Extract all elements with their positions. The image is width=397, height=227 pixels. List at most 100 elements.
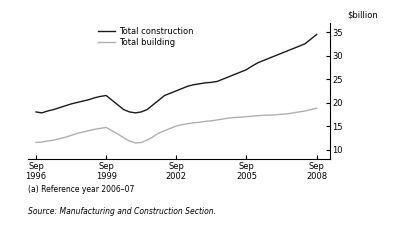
Total building [57, 137, 62, 140]
Total building [262, 114, 266, 117]
Total construction [314, 33, 319, 36]
Total construction [162, 94, 167, 97]
Total construction [69, 103, 73, 105]
Total building [69, 134, 73, 137]
Total building [279, 113, 284, 116]
Total building [34, 141, 39, 144]
Total construction [273, 54, 278, 57]
Total building [250, 115, 255, 118]
Total construction [86, 98, 91, 101]
Total construction [215, 80, 220, 83]
Total construction [191, 83, 196, 86]
Total building [297, 111, 301, 113]
Total construction [256, 61, 260, 64]
Total construction [203, 81, 208, 84]
Total construction [34, 111, 39, 113]
Legend: Total construction, Total building: Total construction, Total building [98, 27, 194, 47]
Total construction [57, 106, 62, 109]
Total construction [156, 99, 161, 101]
Total building [110, 129, 114, 132]
Total building [244, 115, 249, 118]
Line: Total construction: Total construction [36, 35, 317, 113]
Total building [186, 122, 191, 125]
Total construction [145, 108, 149, 111]
Total construction [268, 57, 272, 59]
Total building [121, 136, 126, 139]
Total building [314, 107, 319, 110]
Total construction [186, 85, 191, 87]
Total building [162, 129, 167, 132]
Total building [197, 121, 202, 124]
Total construction [209, 81, 214, 84]
Total construction [80, 100, 85, 103]
Total construction [150, 104, 155, 106]
Total construction [110, 99, 114, 101]
Total construction [291, 47, 296, 50]
Total building [150, 136, 155, 138]
Total construction [39, 111, 44, 114]
Total building [45, 140, 50, 142]
Total construction [133, 111, 138, 114]
Total construction [75, 101, 79, 104]
Total building [104, 126, 108, 129]
Total construction [250, 64, 255, 67]
Y-axis label: $billion: $billion [347, 11, 378, 20]
Total building [174, 125, 179, 127]
Total building [268, 114, 272, 117]
Total building [92, 128, 97, 131]
Total construction [227, 75, 231, 78]
Total building [39, 141, 44, 143]
Total construction [104, 94, 108, 97]
Total building [232, 116, 237, 119]
Total building [133, 142, 138, 144]
Total building [227, 117, 231, 119]
Total building [180, 123, 185, 126]
Total building [308, 108, 313, 111]
Total building [285, 112, 290, 115]
Total building [191, 121, 196, 124]
Total construction [303, 42, 307, 45]
Total construction [168, 92, 173, 94]
Text: (a) Reference year 2006–07: (a) Reference year 2006–07 [28, 185, 134, 194]
Total building [215, 118, 220, 121]
Text: Source: Manufacturing and Construction Section.: Source: Manufacturing and Construction S… [28, 207, 216, 216]
Total construction [308, 38, 313, 40]
Total construction [116, 104, 120, 106]
Total building [86, 129, 91, 132]
Total construction [45, 110, 50, 112]
Total construction [180, 87, 185, 90]
Total construction [63, 104, 67, 107]
Total construction [174, 89, 179, 92]
Total construction [238, 71, 243, 73]
Total construction [98, 95, 103, 98]
Total building [63, 136, 67, 139]
Total building [221, 118, 225, 120]
Total building [256, 114, 260, 117]
Total building [168, 127, 173, 130]
Total building [139, 141, 144, 144]
Total building [127, 140, 132, 142]
Total building [116, 133, 120, 135]
Total construction [244, 68, 249, 71]
Total construction [127, 111, 132, 113]
Total construction [197, 82, 202, 85]
Total construction [139, 111, 144, 113]
Total building [209, 119, 214, 122]
Total building [303, 110, 307, 112]
Total construction [221, 78, 225, 80]
Total building [273, 114, 278, 116]
Total building [156, 132, 161, 134]
Total building [145, 139, 149, 141]
Total construction [51, 108, 56, 111]
Total building [98, 127, 103, 130]
Total building [75, 132, 79, 135]
Total construction [262, 59, 266, 62]
Total construction [297, 45, 301, 47]
Total building [291, 111, 296, 114]
Total construction [285, 49, 290, 52]
Line: Total building: Total building [36, 108, 317, 143]
Total construction [121, 108, 126, 111]
Total construction [279, 52, 284, 54]
Total building [238, 116, 243, 118]
Total construction [232, 73, 237, 76]
